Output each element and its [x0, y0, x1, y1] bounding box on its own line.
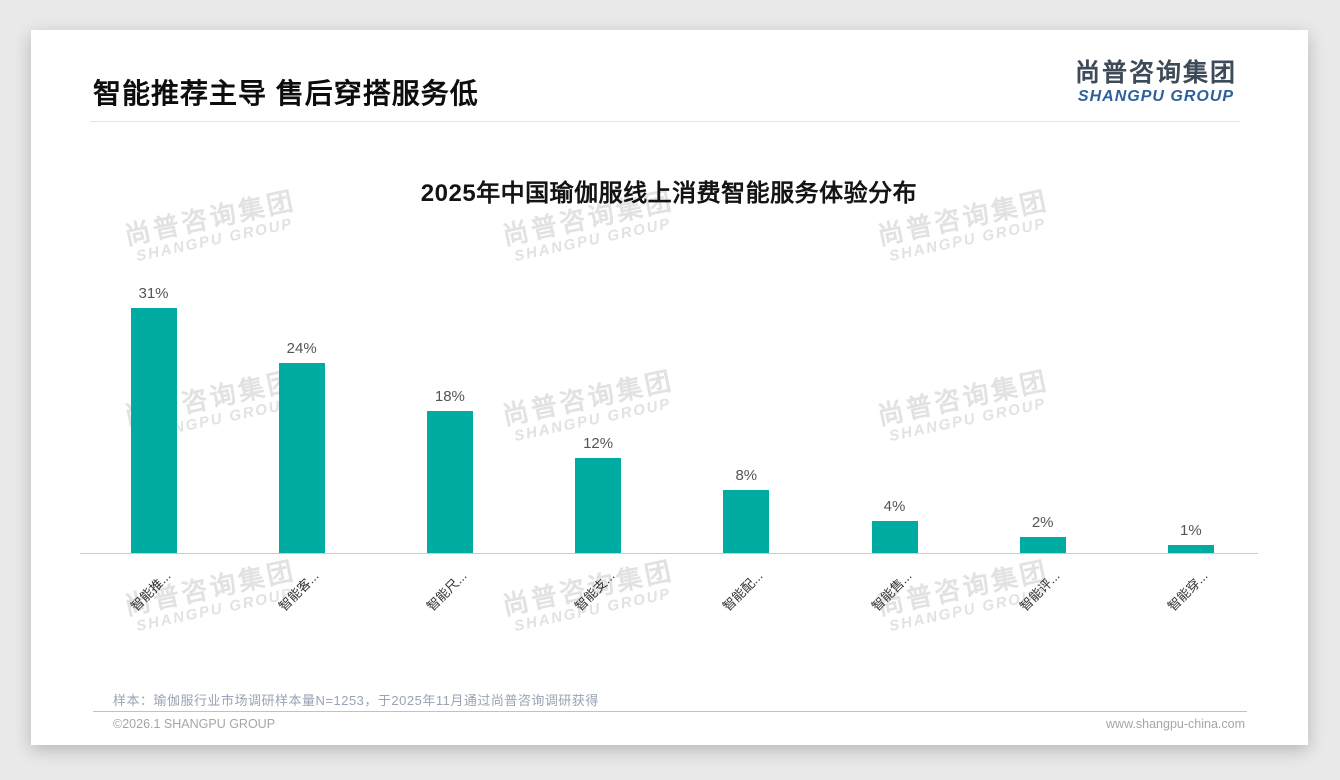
x-axis-tick-label[interactable]: 智能客...: [275, 568, 322, 614]
logo-english-text: SHANGPU GROUP: [1077, 87, 1235, 105]
bar[interactable]: [1019, 537, 1066, 553]
bar-value-label: 2%: [1031, 514, 1054, 531]
chart-title: 2025年中国瑜伽服线上消费智能服务体验分布: [420, 180, 918, 207]
bar-value-label: 12%: [583, 435, 614, 452]
sample-note: 样本：瑜伽服行业市场调研样本量N=1253，于2025年11月通过尚普咨询调研获…: [113, 693, 599, 708]
x-axis-tick-label[interactable]: 智能配...: [720, 568, 767, 614]
bar[interactable]: [575, 458, 622, 553]
bar-value-label: 24%: [286, 340, 317, 357]
header-divider: [90, 121, 1240, 122]
bar[interactable]: [130, 308, 177, 553]
slide-card: 尚普咨询集团 SHANGPU GROUP 尚普咨询集团 SHANGPU GROUP 尚普…: [31, 30, 1308, 745]
x-axis-tick-label[interactable]: 智能尺...: [423, 568, 470, 614]
x-axis-line: [80, 553, 1258, 554]
footer-website: www.shangpu-china.com: [1106, 717, 1245, 731]
bar-value-label: 31%: [138, 285, 169, 302]
bar-value-label: 18%: [434, 388, 465, 405]
x-axis-tick-label[interactable]: 智能评...: [1016, 568, 1063, 614]
bar-value-label: 4%: [883, 498, 906, 515]
x-axis-tick-label[interactable]: 智能穿...: [1164, 568, 1211, 614]
logo-chinese-text: 尚普咨询集团: [1074, 59, 1237, 87]
company-logo: 尚普咨询集团 SHANGPU GROUP: [1074, 59, 1237, 105]
page-title: 智能推荐主导 售后穿搭服务低: [93, 78, 479, 109]
bar-chart-plot-area: 31% 智能推... 24% 智能客... 18% 智能尺... 12% 智能支... 8% 智能…: [31, 30, 1308, 745]
x-axis-tick-label[interactable]: 智能售...: [868, 568, 915, 614]
x-axis-tick-label[interactable]: 智能推...: [127, 568, 174, 614]
footer-divider: [93, 711, 1247, 712]
bar[interactable]: [278, 363, 325, 553]
bar[interactable]: [1167, 545, 1214, 553]
bar[interactable]: [871, 521, 918, 553]
bar[interactable]: [426, 411, 473, 553]
footer-copyright: ©2026.1 SHANGPU GROUP: [113, 717, 276, 731]
bar-value-label: 8%: [735, 467, 758, 484]
bar[interactable]: [723, 490, 770, 553]
x-axis-tick-label[interactable]: 智能支...: [571, 568, 618, 614]
bar-value-label: 1%: [1180, 522, 1202, 539]
